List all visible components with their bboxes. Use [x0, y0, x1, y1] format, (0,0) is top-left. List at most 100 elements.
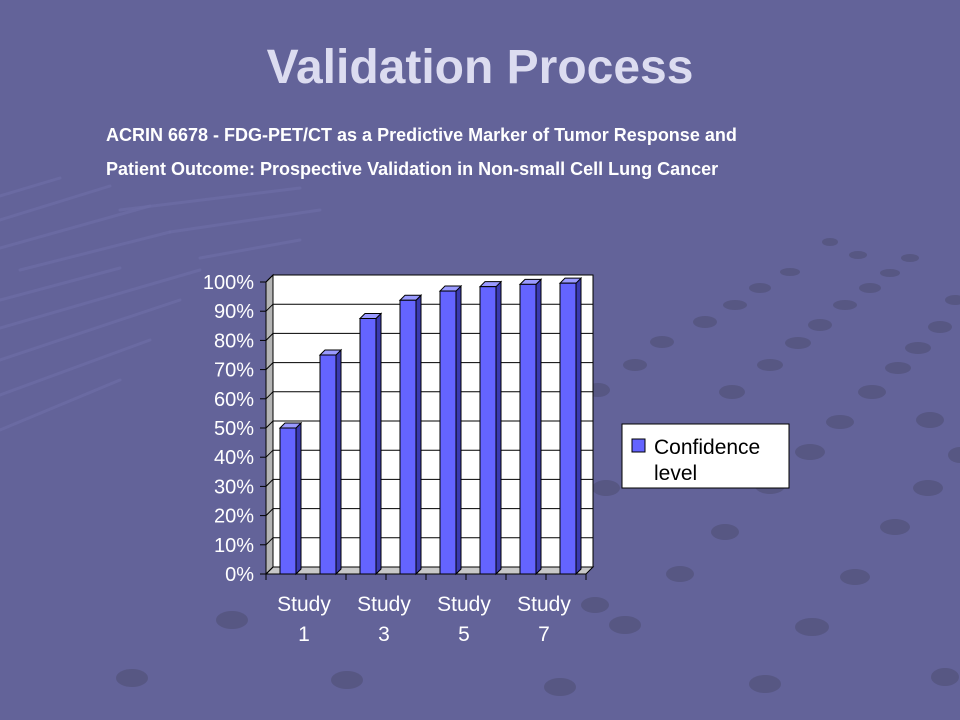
y-tick-label: 80% — [214, 330, 254, 352]
x-tick-label: 3 — [378, 623, 390, 646]
x-tick-label: Study — [517, 593, 571, 616]
bar-front — [479, 286, 497, 575]
background-dot — [928, 321, 952, 333]
bar — [478, 280, 503, 576]
y-tick-label: 60% — [214, 389, 254, 411]
background-dot — [331, 671, 363, 689]
y-tick-label: 20% — [214, 506, 254, 528]
x-tick-label: Study — [437, 593, 491, 616]
background-streak — [0, 204, 152, 250]
background-dot — [822, 238, 838, 246]
bar-front — [439, 290, 457, 575]
bar-front — [559, 282, 577, 575]
background-streak — [0, 298, 182, 362]
bar — [518, 278, 543, 576]
y-tick-label: 30% — [214, 476, 254, 498]
background-dot — [544, 678, 576, 696]
bar-front — [519, 283, 537, 575]
slide-title: Validation Process — [266, 41, 694, 94]
background-dot — [885, 362, 911, 374]
y-tick-label: 100% — [203, 272, 254, 294]
background-dot — [948, 447, 960, 463]
background-dot — [931, 668, 959, 686]
background-streak — [198, 238, 302, 260]
subtitle-line-1: ACRIN 6678 - FDG-PET/CT as a Predictive … — [106, 125, 737, 145]
x-tick-label: Study — [357, 593, 411, 616]
bar-side — [295, 421, 302, 576]
bar — [558, 276, 583, 576]
gridline — [265, 274, 593, 283]
y-tick-label: 10% — [214, 535, 254, 557]
background-dot — [780, 268, 800, 276]
bar-front — [399, 299, 417, 575]
background-dot — [795, 618, 829, 636]
background-dot — [609, 616, 641, 634]
bar-side — [535, 278, 542, 576]
bar-side — [375, 312, 382, 576]
y-tick-label: 0% — [225, 564, 254, 586]
background-streak — [0, 184, 112, 222]
bar-side — [455, 284, 462, 576]
background-dot — [581, 597, 609, 613]
background-dot — [723, 300, 747, 310]
background-dot — [757, 359, 783, 371]
bar — [438, 284, 463, 576]
background-dot — [623, 359, 647, 371]
background-dot — [880, 519, 910, 535]
background-dot — [916, 412, 944, 428]
bar — [398, 294, 423, 576]
background-dot — [840, 569, 870, 585]
slide-subtitle: ACRIN 6678 - FDG-PET/CT as a Predictive … — [106, 118, 926, 186]
background-dot — [711, 524, 739, 540]
background-dot — [749, 283, 771, 293]
x-tick-label: 7 — [538, 623, 550, 646]
background-streak — [0, 268, 202, 330]
background-dot — [749, 675, 781, 693]
y-tick-label: 70% — [214, 360, 254, 382]
bar-side — [495, 280, 502, 576]
bar-side — [335, 348, 342, 576]
bar-front — [359, 318, 377, 575]
background-dot — [859, 283, 881, 293]
bar-front — [279, 427, 297, 575]
background-dot — [785, 337, 811, 349]
bar — [358, 312, 383, 576]
bar-front — [319, 354, 337, 575]
background-dot — [592, 480, 620, 496]
background-dot — [849, 251, 867, 259]
background-dot — [216, 611, 248, 629]
bar — [278, 421, 303, 576]
background-dot — [693, 316, 717, 328]
background-streak — [118, 186, 302, 212]
legend-box — [621, 423, 790, 489]
chart-legend: Confidence level — [621, 423, 790, 489]
background-streak — [18, 230, 172, 272]
background-dot — [945, 295, 960, 305]
background-dot — [833, 300, 857, 310]
x-tick-label: 5 — [458, 623, 470, 646]
background-streak — [0, 176, 62, 198]
y-tick-label: 90% — [214, 301, 254, 323]
background-streak — [168, 208, 322, 234]
legend-swatch — [631, 438, 646, 453]
bar-side — [575, 276, 582, 576]
background-dot — [666, 566, 694, 582]
legend-label: Confidence — [654, 436, 760, 459]
legend-label: level — [654, 462, 697, 485]
background-dot — [901, 254, 919, 262]
background-dot — [858, 385, 886, 399]
background-streak — [0, 338, 152, 397]
background-dot — [905, 342, 931, 354]
y-tick-label: 50% — [214, 418, 254, 440]
x-tick-label: 1 — [298, 623, 310, 646]
background-dot — [826, 415, 854, 429]
background-dot — [808, 319, 832, 331]
background-dot — [913, 480, 943, 496]
background-dot — [650, 336, 674, 348]
y-tick-label: 40% — [214, 447, 254, 469]
background-dot — [880, 269, 900, 277]
plot-floor — [264, 566, 595, 575]
bar-side — [415, 294, 422, 576]
background-dot — [116, 669, 148, 687]
